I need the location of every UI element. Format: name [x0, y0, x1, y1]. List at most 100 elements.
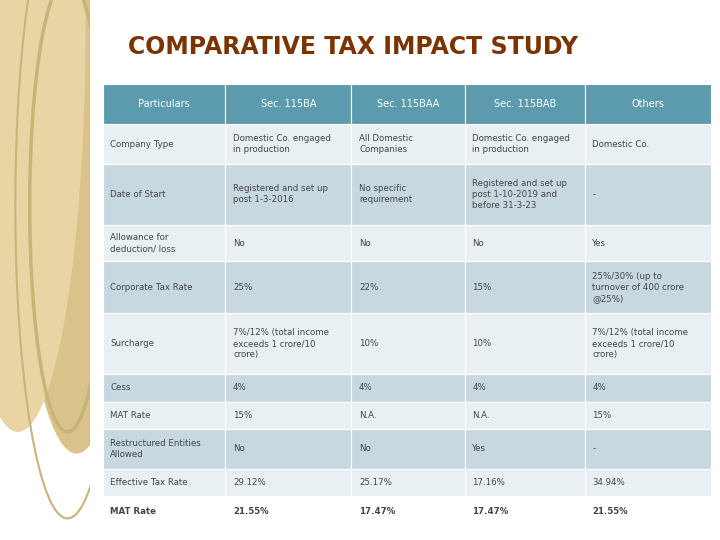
- Text: 21.55%: 21.55%: [233, 507, 269, 516]
- Circle shape: [12, 0, 141, 454]
- FancyBboxPatch shape: [465, 124, 585, 164]
- Text: MAT Rate: MAT Rate: [110, 507, 156, 516]
- Text: Cess: Cess: [110, 383, 130, 393]
- Text: N.A.: N.A.: [472, 411, 490, 420]
- Text: 25%/30% (up to
turnover of 400 crore
@25%): 25%/30% (up to turnover of 400 crore @25…: [592, 272, 684, 303]
- FancyBboxPatch shape: [225, 374, 351, 402]
- Text: 29.12%: 29.12%: [233, 478, 266, 487]
- Text: 22%: 22%: [359, 283, 378, 292]
- FancyBboxPatch shape: [585, 261, 711, 313]
- Text: Registered and set up
post 1-3-2016: Registered and set up post 1-3-2016: [233, 184, 328, 204]
- Text: 4%: 4%: [592, 383, 606, 393]
- FancyBboxPatch shape: [225, 429, 351, 469]
- FancyBboxPatch shape: [585, 402, 711, 429]
- FancyBboxPatch shape: [102, 469, 225, 496]
- Text: Yes: Yes: [592, 239, 606, 247]
- Text: 15%: 15%: [233, 411, 252, 420]
- Text: 10%: 10%: [359, 339, 378, 348]
- Text: All Domestic
Companies: All Domestic Companies: [359, 134, 413, 154]
- FancyBboxPatch shape: [585, 225, 711, 261]
- FancyBboxPatch shape: [351, 84, 465, 124]
- Text: Date of Start: Date of Start: [110, 190, 166, 199]
- FancyBboxPatch shape: [585, 429, 711, 469]
- FancyBboxPatch shape: [351, 496, 465, 526]
- FancyBboxPatch shape: [102, 124, 225, 164]
- Text: 15%: 15%: [592, 411, 611, 420]
- Text: Others: Others: [631, 99, 664, 109]
- FancyBboxPatch shape: [585, 313, 711, 374]
- FancyBboxPatch shape: [225, 261, 351, 313]
- FancyBboxPatch shape: [225, 225, 351, 261]
- FancyBboxPatch shape: [465, 402, 585, 429]
- Text: No: No: [472, 239, 484, 247]
- FancyBboxPatch shape: [465, 429, 585, 469]
- FancyBboxPatch shape: [102, 496, 225, 526]
- Text: 4%: 4%: [359, 383, 373, 393]
- FancyBboxPatch shape: [225, 496, 351, 526]
- Text: 21.55%: 21.55%: [592, 507, 628, 516]
- Text: No specific
requirement: No specific requirement: [359, 184, 413, 204]
- Text: COMPARATIVE TAX IMPACT STUDY: COMPARATIVE TAX IMPACT STUDY: [128, 35, 577, 59]
- Text: MAT Rate: MAT Rate: [110, 411, 150, 420]
- FancyBboxPatch shape: [585, 84, 711, 124]
- FancyBboxPatch shape: [585, 469, 711, 496]
- Text: 17.16%: 17.16%: [472, 478, 505, 487]
- FancyBboxPatch shape: [465, 374, 585, 402]
- FancyBboxPatch shape: [465, 496, 585, 526]
- Text: Registered and set up
post 1-10-2019 and
before 31-3-23: Registered and set up post 1-10-2019 and…: [472, 179, 567, 210]
- Text: No: No: [359, 239, 371, 247]
- FancyBboxPatch shape: [351, 374, 465, 402]
- FancyBboxPatch shape: [102, 374, 225, 402]
- Text: Domestic Co. engaged
in production: Domestic Co. engaged in production: [472, 134, 570, 154]
- Text: -: -: [592, 444, 595, 453]
- Text: 10%: 10%: [472, 339, 492, 348]
- Text: 17.47%: 17.47%: [359, 507, 395, 516]
- FancyBboxPatch shape: [351, 313, 465, 374]
- FancyBboxPatch shape: [225, 84, 351, 124]
- FancyBboxPatch shape: [351, 402, 465, 429]
- FancyBboxPatch shape: [225, 313, 351, 374]
- FancyBboxPatch shape: [102, 402, 225, 429]
- Text: Sec. 115BAB: Sec. 115BAB: [494, 99, 556, 109]
- Text: N.A.: N.A.: [359, 411, 377, 420]
- FancyBboxPatch shape: [225, 164, 351, 225]
- Text: Sec. 115BA: Sec. 115BA: [261, 99, 316, 109]
- Text: 7%/12% (total income
exceeds 1 crore/10
crore): 7%/12% (total income exceeds 1 crore/10 …: [233, 328, 329, 359]
- Text: Surcharge: Surcharge: [110, 339, 154, 348]
- Text: 4%: 4%: [472, 383, 486, 393]
- FancyBboxPatch shape: [225, 469, 351, 496]
- FancyBboxPatch shape: [102, 313, 225, 374]
- FancyBboxPatch shape: [102, 164, 225, 225]
- FancyBboxPatch shape: [351, 261, 465, 313]
- Text: No: No: [359, 444, 371, 453]
- Text: 15%: 15%: [472, 283, 492, 292]
- Text: 17.47%: 17.47%: [472, 507, 508, 516]
- Text: Company Type: Company Type: [110, 139, 174, 148]
- Text: 34.94%: 34.94%: [592, 478, 625, 487]
- FancyBboxPatch shape: [225, 124, 351, 164]
- Text: No: No: [233, 239, 245, 247]
- FancyBboxPatch shape: [351, 429, 465, 469]
- Circle shape: [0, 0, 86, 432]
- Text: 7%/12% (total income
exceeds 1 crore/10
crore): 7%/12% (total income exceeds 1 crore/10 …: [592, 328, 688, 359]
- FancyBboxPatch shape: [465, 261, 585, 313]
- Text: -: -: [592, 190, 595, 199]
- FancyBboxPatch shape: [465, 313, 585, 374]
- FancyBboxPatch shape: [102, 261, 225, 313]
- FancyBboxPatch shape: [465, 164, 585, 225]
- Text: No: No: [233, 444, 245, 453]
- Text: Domestic Co. engaged
in production: Domestic Co. engaged in production: [233, 134, 331, 154]
- Text: 4%: 4%: [233, 383, 247, 393]
- Text: 25.17%: 25.17%: [359, 478, 392, 487]
- Text: Restructured Entities
Allowed: Restructured Entities Allowed: [110, 438, 201, 459]
- Text: Sec. 115BAA: Sec. 115BAA: [377, 99, 439, 109]
- FancyBboxPatch shape: [351, 164, 465, 225]
- Text: Particulars: Particulars: [138, 99, 190, 109]
- FancyBboxPatch shape: [585, 374, 711, 402]
- FancyBboxPatch shape: [465, 84, 585, 124]
- Text: Domestic Co.: Domestic Co.: [592, 139, 649, 148]
- Text: 25%: 25%: [233, 283, 252, 292]
- FancyBboxPatch shape: [351, 469, 465, 496]
- FancyBboxPatch shape: [465, 225, 585, 261]
- FancyBboxPatch shape: [225, 402, 351, 429]
